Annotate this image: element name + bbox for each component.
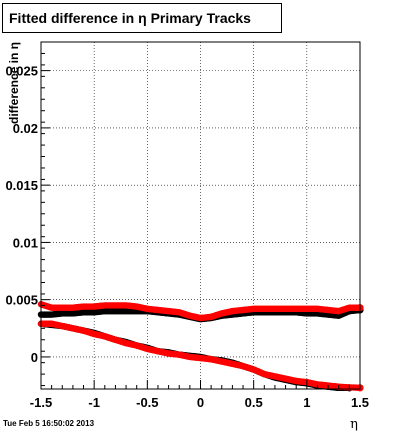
x-tick-label: 0.5 bbox=[245, 395, 263, 410]
x-tick-label: -0.5 bbox=[136, 395, 158, 410]
x-tick-label: 1.5 bbox=[351, 395, 369, 410]
tick-labels: -1.5 -1 -0.5 0 0.5 1 1.5 0 0.005 0.01 0.015 0.02 0.0… bbox=[5, 64, 369, 410]
title-box: Fitted difference in η Primary Tracks bbox=[2, 3, 282, 33]
chart-title: Fitted difference in η Primary Tracks bbox=[9, 10, 251, 26]
x-tick-label: 1 bbox=[303, 395, 310, 410]
x-tick-label: 0 bbox=[197, 395, 204, 410]
axes bbox=[40, 41, 361, 390]
x-tick-label: -1.5 bbox=[30, 395, 52, 410]
y-tick-label: 0.015 bbox=[5, 178, 38, 193]
x-axis-title: η bbox=[350, 417, 358, 432]
y-tick-label: 0.02 bbox=[13, 121, 38, 136]
x-tick-label: -1 bbox=[88, 395, 100, 410]
timestamp: Tue Feb 5 16:50:02 2013 bbox=[3, 419, 95, 428]
y-tick-label: 0.025 bbox=[5, 64, 38, 79]
y-axis-title: difference in η bbox=[7, 42, 21, 124]
y-tick-label: 0.005 bbox=[5, 293, 38, 308]
y-tick-label: 0.01 bbox=[13, 235, 38, 250]
data-markers bbox=[37, 301, 364, 392]
y-tick-label: 0 bbox=[31, 350, 38, 365]
